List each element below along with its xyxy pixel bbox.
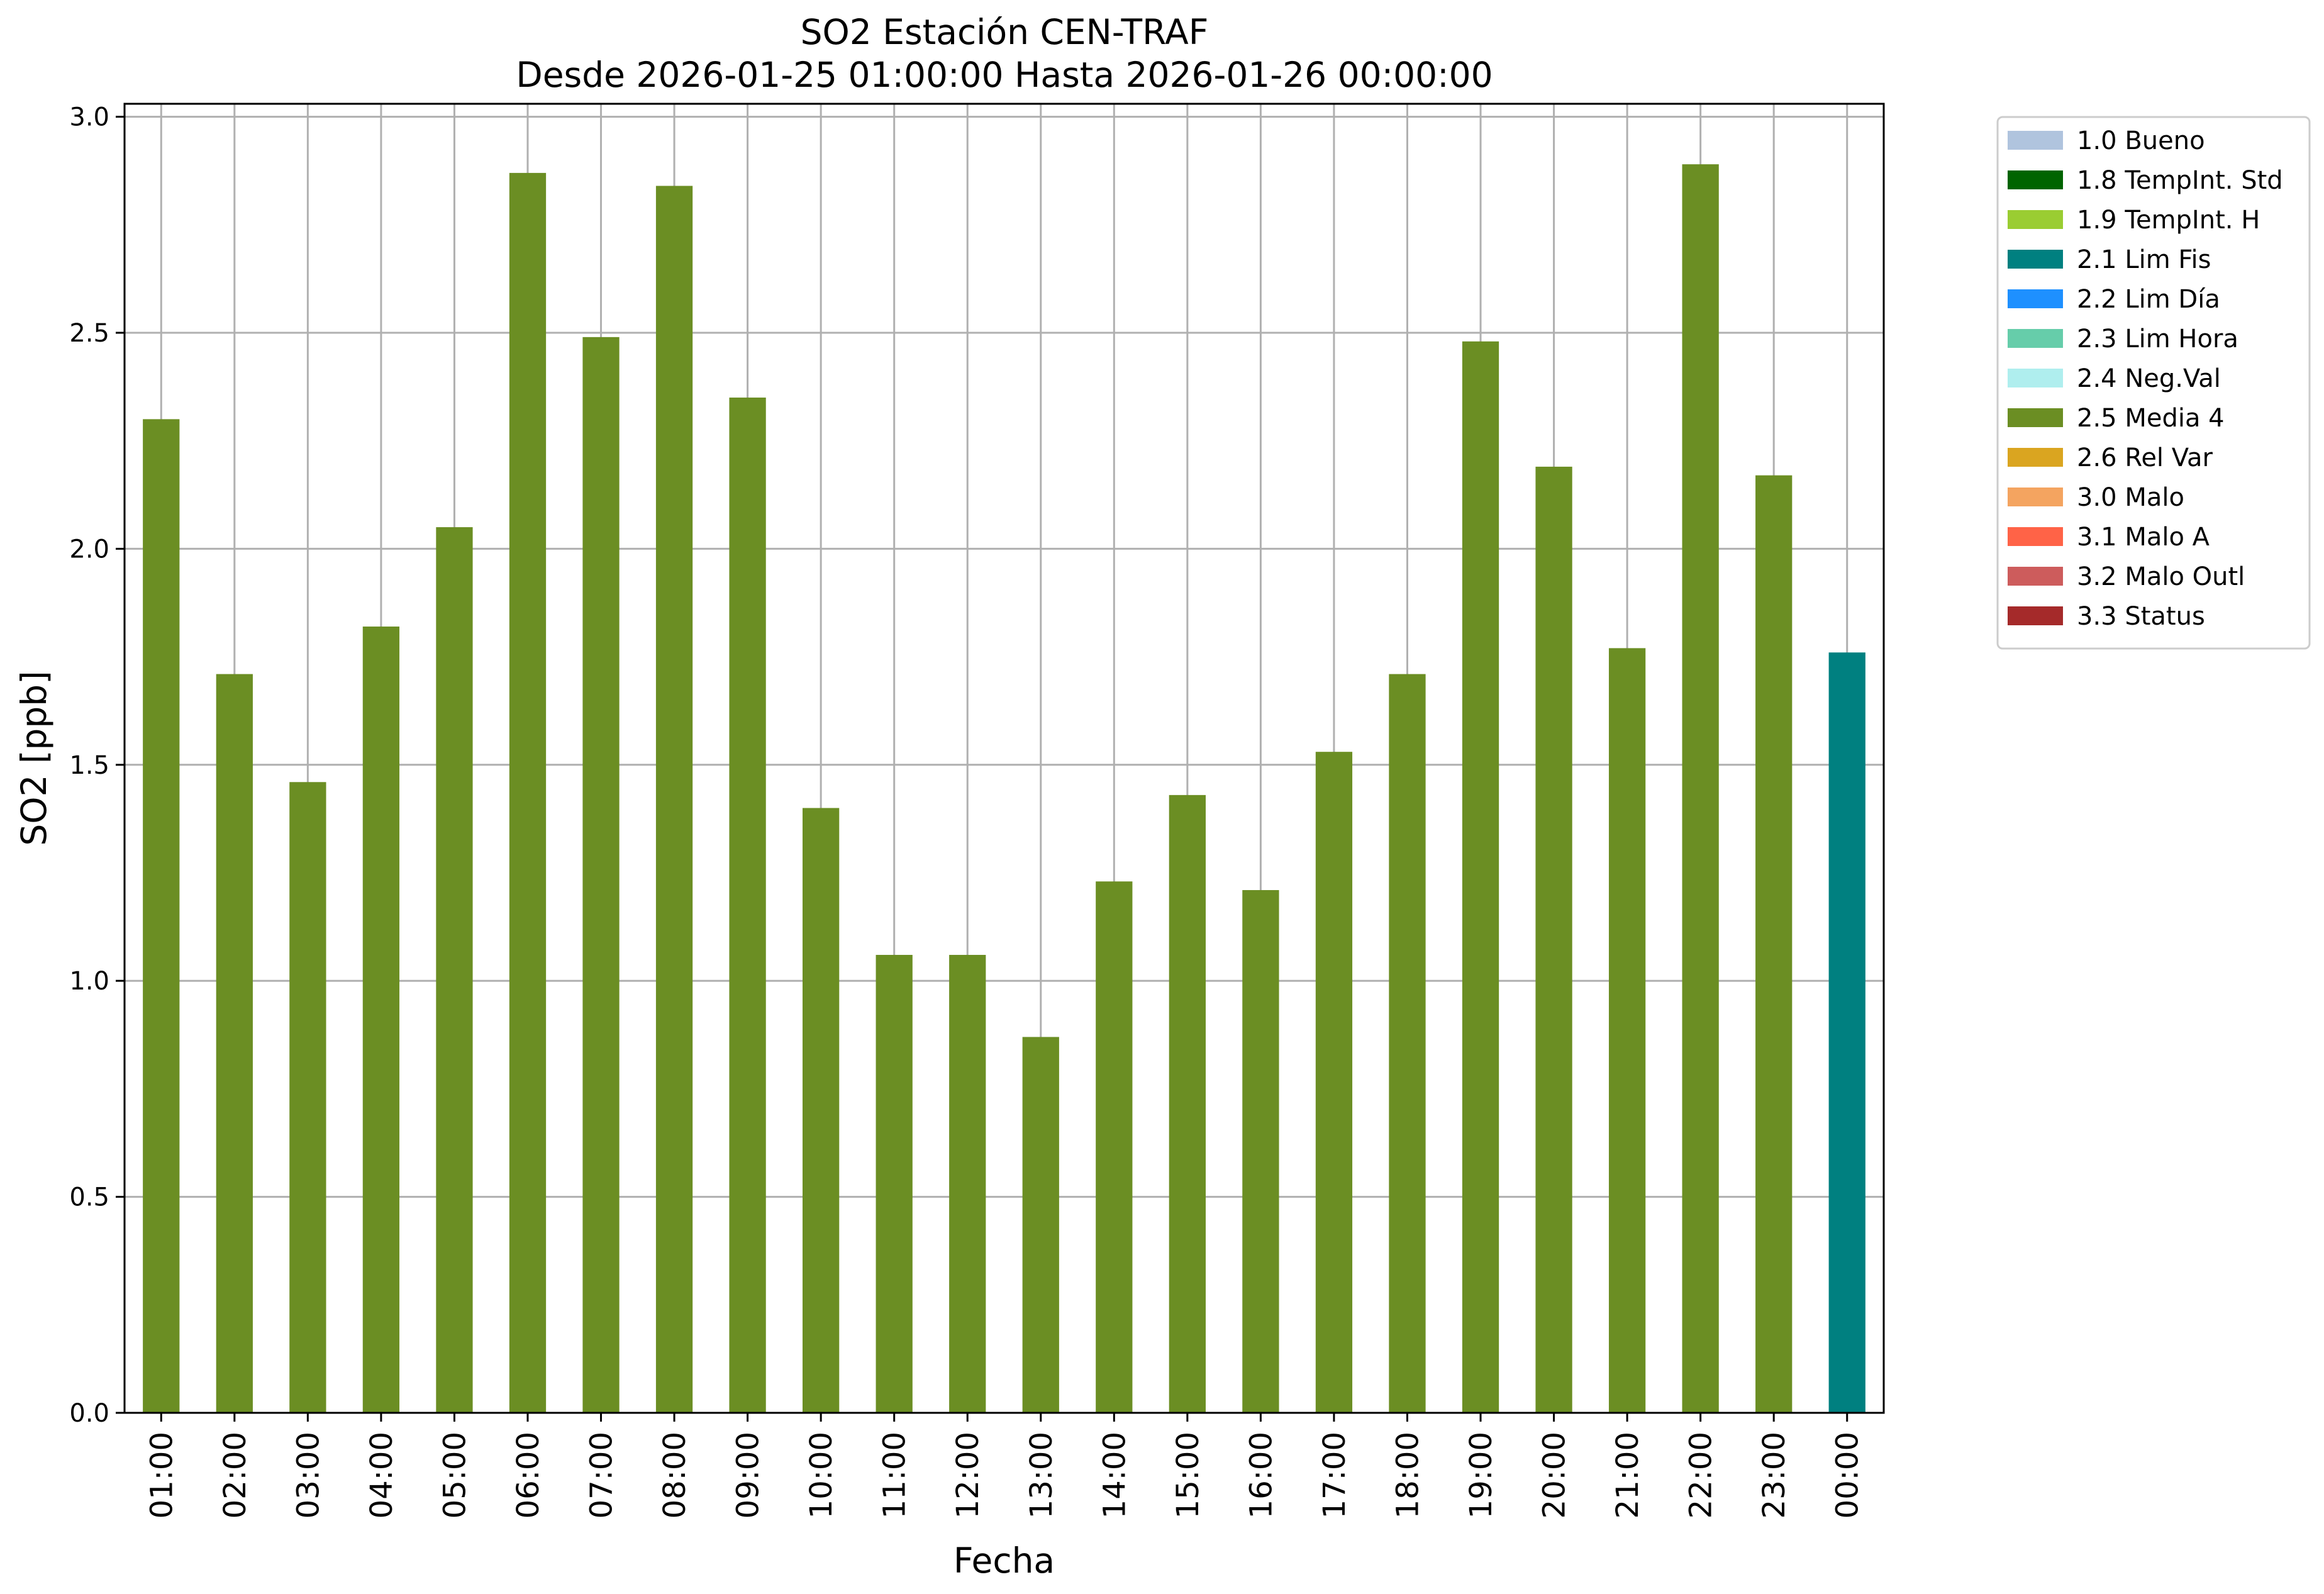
bar-1900: [1462, 341, 1499, 1413]
bar-0600: [509, 172, 547, 1413]
legend-label: 1.0 Bueno: [2077, 126, 2205, 155]
bar-2300: [1755, 475, 1793, 1413]
x-tick-label: 04:00: [364, 1432, 399, 1519]
bar-0300: [289, 782, 326, 1413]
chart-title: SO2 Estación CEN-TRAF: [801, 12, 1209, 52]
x-tick-label: 02:00: [218, 1432, 253, 1519]
legend-label: 3.3 Status: [2077, 602, 2205, 631]
legend-swatch: [2008, 448, 2063, 467]
x-tick-label: 20:00: [1537, 1432, 1572, 1519]
legend-box: [1996, 116, 2311, 650]
legend-swatch: [2008, 606, 2063, 625]
bar-0100: [143, 419, 180, 1413]
x-tick-label: 05:00: [437, 1432, 472, 1519]
bar-1200: [949, 954, 986, 1413]
legend-swatch: [2008, 488, 2063, 506]
bar-1000: [803, 808, 840, 1413]
x-tick-label: 15:00: [1170, 1432, 1206, 1519]
legend-label: 2.1 Lim Fis: [2077, 245, 2211, 274]
legend-label: 1.8 TempInt. Std: [2077, 166, 2283, 195]
plot-frame: [123, 103, 1885, 1414]
x-tick-label: 21:00: [1610, 1432, 1645, 1519]
x-tick-label: 06:00: [511, 1432, 546, 1519]
legend-label: 2.4 Neg.Val: [2077, 364, 2221, 393]
x-tick-label: 19:00: [1464, 1432, 1499, 1519]
bar-0700: [582, 337, 620, 1413]
x-tick-label: 03:00: [291, 1432, 326, 1519]
y-axis-label: SO2 [ppb]: [14, 671, 54, 845]
x-tick-label: 08:00: [657, 1432, 692, 1519]
bar-0200: [216, 674, 253, 1413]
y-tick-label: 2.5: [69, 319, 109, 348]
legend-swatch: [2008, 408, 2063, 427]
bar-1700: [1315, 752, 1353, 1413]
bar-2200: [1682, 164, 1719, 1413]
bar-0000: [1828, 652, 1865, 1413]
x-axis-label: Fecha: [954, 1541, 1055, 1581]
legend-label: 3.0 Malo: [2077, 483, 2184, 512]
y-tick-label: 1.5: [69, 751, 109, 780]
y-axis: 0.0 0.5 1.0 1.5 2.0 2.5 3.0: [69, 103, 125, 1428]
legend-label: 2.3 Lim Hora: [2077, 325, 2238, 354]
bar-2000: [1535, 466, 1572, 1413]
legend-swatch: [2008, 567, 2063, 586]
x-tick-label: 23:00: [1757, 1432, 1792, 1519]
x-tick-label: 09:00: [731, 1432, 766, 1519]
legend-swatch: [2008, 131, 2063, 150]
bar-1800: [1389, 674, 1426, 1413]
legend: 1.0 Bueno 1.8 TempInt. Std 1.9 TempInt. H 2…: [1996, 116, 2311, 650]
x-tick-label: 11:00: [877, 1432, 913, 1519]
x-tick-label: 01:00: [144, 1432, 179, 1519]
legend-label: 2.6 Rel Var: [2077, 443, 2213, 472]
bar-1600: [1242, 889, 1279, 1413]
legend-swatch: [2008, 369, 2063, 387]
y-tick-label: 2.0: [69, 535, 109, 564]
x-tick-label: 10:00: [804, 1432, 839, 1519]
bars: [143, 164, 1865, 1413]
x-tick-label: 16:00: [1243, 1432, 1279, 1519]
y-tick-label: 0.5: [69, 1183, 109, 1212]
x-tick-label: 07:00: [584, 1432, 620, 1519]
x-axis: 01:00 02:00 03:00 04:00 05:00 06:00 07:00 08:00…: [144, 1413, 1865, 1519]
x-tick-label: 14:00: [1097, 1432, 1132, 1519]
chart-subtitle: Desde 2026-01-25 01:00:00 Hasta 2026-01-…: [516, 55, 1493, 95]
legend-swatch: [2008, 210, 2063, 229]
x-tick-label: 13:00: [1024, 1432, 1059, 1519]
legend-label: 1.9 TempInt. H: [2077, 206, 2260, 235]
legend-swatch: [2008, 527, 2063, 546]
legend-swatch: [2008, 329, 2063, 348]
bar-0400: [362, 627, 400, 1413]
legend-label: 3.1 Malo A: [2077, 523, 2210, 552]
bar-0500: [436, 527, 473, 1413]
y-tick-label: 3.0: [69, 103, 109, 132]
y-tick-label: 1.0: [69, 967, 109, 996]
bar-1100: [876, 954, 913, 1413]
bar-1400: [1096, 881, 1133, 1413]
bar-0900: [729, 398, 766, 1413]
x-tick-label: 18:00: [1390, 1432, 1425, 1519]
legend-label: 2.5 Media 4: [2077, 404, 2225, 433]
bar-1500: [1169, 794, 1206, 1413]
legend-label: 3.2 Malo Outl: [2077, 562, 2245, 591]
legend-label: 2.2 Lim Día: [2077, 285, 2220, 314]
legend-swatch: [2008, 289, 2063, 308]
x-tick-label: 00:00: [1830, 1432, 1865, 1519]
bar-2100: [1608, 648, 1646, 1413]
x-tick-label: 17:00: [1317, 1432, 1352, 1519]
y-tick-label: 0.0: [69, 1399, 109, 1428]
x-tick-label: 12:00: [950, 1432, 986, 1519]
legend-swatch: [2008, 250, 2063, 269]
bar-0800: [655, 186, 693, 1413]
bar-1300: [1022, 1037, 1059, 1413]
legend-swatch: [2008, 170, 2063, 189]
x-tick-label: 22:00: [1684, 1432, 1719, 1519]
